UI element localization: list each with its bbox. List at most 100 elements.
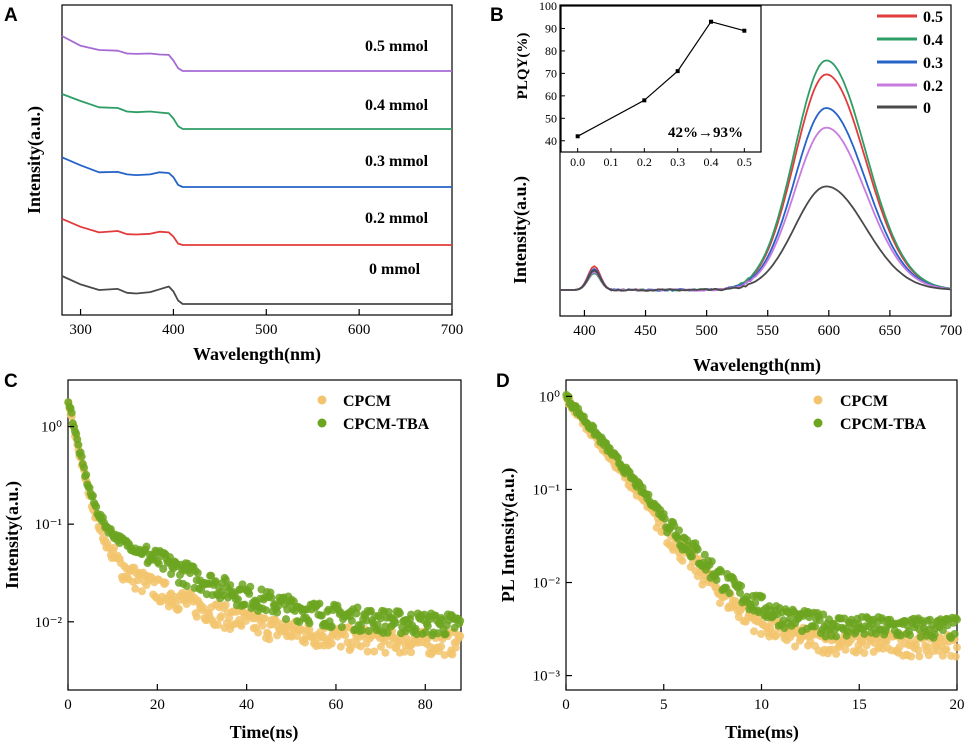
panel-c-point — [254, 628, 263, 637]
panel-a-tick-label-300: 300 — [69, 322, 92, 338]
inset-y-tick-label-80: 80 — [545, 44, 557, 58]
panel-d-point — [693, 545, 702, 554]
panel-c-point — [353, 603, 362, 612]
panel-c-point — [433, 629, 442, 638]
panel-b-y-title: Intensity(a.u.) — [510, 176, 531, 284]
panel-d-series-cpcm-tba — [562, 390, 961, 642]
panel-d-point — [950, 630, 959, 638]
panel-c-point — [400, 647, 409, 656]
panel-c-tick-label-0: 0 — [64, 697, 72, 713]
panel-c-y-tick-label-1: 10⁻¹ — [35, 517, 62, 533]
panel-c-point — [364, 627, 373, 635]
inset-x-tick-label-0-1: 0.1 — [604, 155, 619, 169]
panel-c-point — [262, 606, 270, 615]
panel-c-tick-label-40: 40 — [239, 697, 254, 713]
inset-y-tick-label-70: 70 — [545, 66, 557, 80]
panel-c-point — [363, 647, 372, 656]
panel-c-point — [217, 612, 226, 621]
inset-x-tick-label-0-3: 0.3 — [670, 155, 685, 169]
panel-d-point — [737, 582, 746, 590]
panel-d-point — [712, 575, 721, 584]
panel-c-series-cpcm — [64, 398, 465, 660]
panel-d-x-title: Time(ms) — [725, 722, 799, 743]
inset-y-tick-label-60: 60 — [545, 89, 557, 103]
panel-c-point — [161, 578, 170, 587]
panel-b-tick-label-700: 700 — [940, 323, 963, 339]
panel-d-point — [819, 610, 828, 619]
panel-b-inset: 0.0 0.1 0.2 0.3 0.4 0.5 40 50 60 70 80 90 100 42%→93… — [515, 0, 762, 169]
panel-b-tick-label-600: 600 — [818, 323, 841, 339]
inset-x-tick-label-0-4: 0.4 — [704, 155, 719, 169]
panel-d-point — [906, 631, 914, 640]
panel-c-point — [258, 621, 267, 630]
panel-d-point — [716, 599, 724, 608]
panel-c-point — [192, 612, 201, 621]
legend-label-0: 0 — [923, 100, 931, 117]
panel-c-point — [381, 622, 390, 631]
label-0-4-mmol: 0.4 mmol — [365, 97, 429, 114]
panel-c-point — [74, 440, 83, 449]
panel-d-point — [915, 652, 924, 661]
panel-c-point — [395, 609, 404, 618]
panel-c-point — [82, 470, 91, 479]
panel-a-tick-label-400: 400 — [162, 322, 185, 338]
panel-c-point — [315, 599, 324, 608]
panel-b-tick-label-500: 500 — [695, 323, 718, 339]
panel-c-point — [265, 635, 274, 644]
panel-d-point — [678, 556, 687, 565]
panel-c-point — [347, 616, 356, 625]
panel-a-y-title: Intensity(a.u.) — [24, 106, 45, 214]
panel-c-point — [358, 626, 366, 635]
panel-c-point — [110, 543, 119, 552]
panel-d-y-title: PL Intensity(a.u.) — [498, 468, 519, 603]
panel-c-point — [305, 619, 314, 628]
panel-c-point — [451, 643, 460, 652]
series-0-5-mmol — [61, 35, 452, 72]
panel-c-tick-label-80: 80 — [418, 697, 433, 713]
panel-d-point — [953, 615, 961, 624]
panel-d-point — [895, 642, 904, 651]
series-b-0 — [560, 185, 952, 292]
panel-d-point — [942, 645, 951, 654]
panel-d-ticks: 0 5 10 15 20 10⁰ 10⁻¹ 10⁻² 10⁻³ — [533, 389, 965, 713]
panel-a: 300 400 500 600 700 0.5 mmol 0.4 mmol 0.3 mm… — [24, 4, 463, 365]
panel-c-point — [67, 408, 76, 417]
panel-c-point — [211, 577, 220, 586]
panel-c-point — [381, 648, 390, 657]
panel-c-legend: CPCM CPCM-TBA — [317, 393, 430, 433]
panel-c-point — [305, 626, 314, 634]
series-0-4-mmol — [61, 93, 452, 130]
panel-c-point — [282, 615, 290, 624]
inset-point-0-4 — [709, 19, 713, 24]
panel-c-point — [193, 569, 202, 577]
label-0-3-mmol: 0.3 mmol — [365, 153, 429, 170]
panel-b-tick-label-400: 400 — [573, 323, 596, 339]
inset-ticks: 0.0 0.1 0.2 0.3 0.4 0.5 40 50 60 70 80 90 100 — [539, 0, 752, 169]
label-0-mmol: 0 mmol — [369, 261, 421, 278]
panel-d-tick-label-0: 0 — [562, 697, 570, 713]
panel-c-point — [441, 630, 450, 639]
panel-letter-d: D — [496, 371, 510, 392]
label-0-2-mmol: 0.2 mmol — [365, 210, 429, 227]
panel-b-tick-label-450: 450 — [634, 323, 657, 339]
legend-label-cpcm-tba: CPCM-TBA — [343, 416, 430, 433]
panel-c-point — [207, 571, 216, 580]
panel-c-point — [438, 616, 447, 624]
panel-c-point — [370, 647, 379, 656]
legend-marker-cpcm-tba-d — [813, 418, 823, 428]
panel-d-point — [707, 557, 716, 566]
panel-d-point — [700, 550, 709, 559]
panel-d-point — [660, 514, 669, 523]
panel-c-point — [221, 601, 230, 609]
panel-d-point — [841, 645, 850, 654]
panel-c-point — [225, 613, 234, 622]
panel-c-point — [352, 609, 361, 618]
legend-label-cpcm: CPCM — [343, 393, 391, 410]
panel-c-point — [327, 622, 336, 631]
panel-c-point — [80, 463, 88, 472]
panel-c: 0 20 40 60 80 10⁰ 10⁻¹ 10⁻² CPCM CPCM-TBA Time(… — [2, 379, 465, 743]
panel-d-point — [751, 598, 760, 607]
panel-d-y-tick-label-3: 10⁻³ — [533, 669, 561, 685]
panel-d-point — [725, 589, 734, 598]
